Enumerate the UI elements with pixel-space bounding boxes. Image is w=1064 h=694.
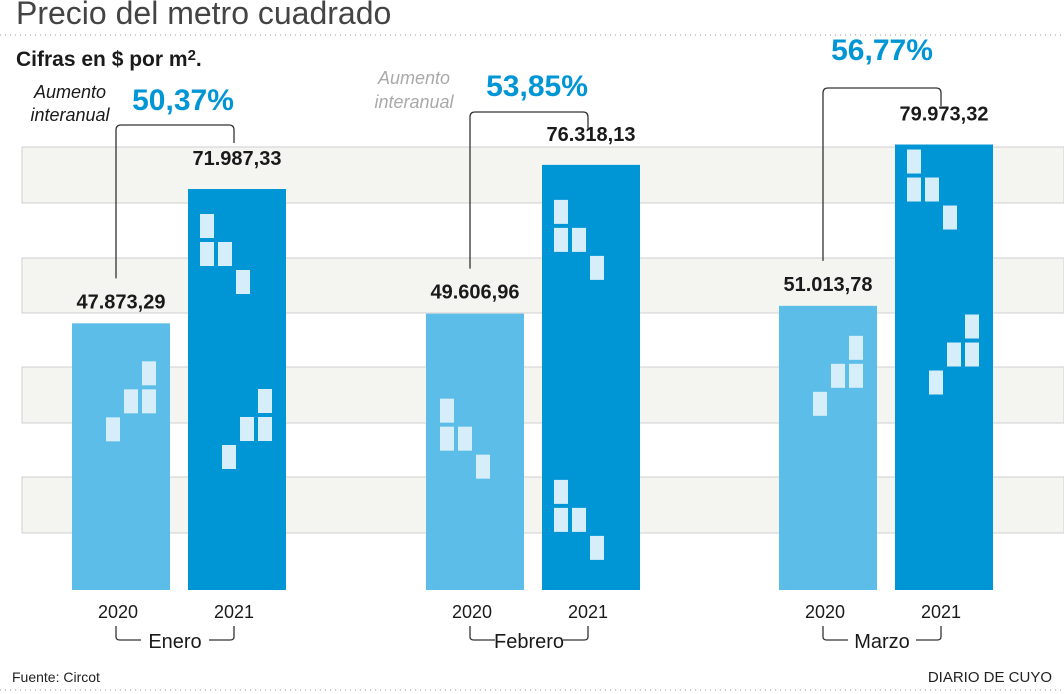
x-tick-label: 2021 bbox=[921, 602, 961, 622]
decorative-square bbox=[106, 417, 120, 442]
decorative-square bbox=[142, 361, 156, 386]
x-tick-label: 2020 bbox=[805, 602, 845, 622]
decorative-square bbox=[458, 426, 472, 451]
brand-label: DIARIO DE CUYO bbox=[928, 669, 1052, 686]
category-label: Enero bbox=[148, 631, 201, 653]
decorative-square bbox=[476, 454, 490, 479]
month-bracket bbox=[822, 626, 942, 641]
category-label: Marzo bbox=[854, 631, 910, 653]
decorative-square bbox=[222, 445, 236, 469]
decorative-square bbox=[142, 389, 156, 414]
value-label-2020: 47.873,29 bbox=[77, 291, 166, 313]
increase-percent-label: 53,85% bbox=[486, 70, 588, 103]
increase-bracket bbox=[115, 124, 235, 279]
decorative-square bbox=[907, 149, 921, 174]
annotation-label: interanual bbox=[30, 105, 110, 125]
decorative-square bbox=[947, 342, 961, 367]
decorative-square bbox=[236, 270, 250, 294]
decorative-square bbox=[590, 255, 604, 280]
annotation-label: Aumento bbox=[377, 68, 450, 88]
decorative-square bbox=[124, 389, 138, 414]
decorative-square bbox=[572, 507, 586, 532]
decorative-square bbox=[200, 242, 214, 266]
chart-title: Precio del metro cuadrado bbox=[16, 0, 391, 31]
source-note: Fuente: Circot bbox=[12, 669, 100, 685]
decorative-square bbox=[440, 426, 454, 451]
category-label: Febrero bbox=[494, 631, 564, 653]
decorative-square bbox=[200, 214, 214, 238]
month-bracket bbox=[469, 626, 589, 641]
increase-percent-label: 56,77% bbox=[831, 34, 933, 67]
increase-percent-label: 50,37% bbox=[132, 84, 234, 117]
value-label-2021: 79.973,32 bbox=[900, 104, 989, 126]
decorative-square bbox=[925, 177, 939, 202]
decorative-square bbox=[554, 199, 568, 224]
decorative-square bbox=[258, 389, 272, 413]
decorative-square bbox=[943, 205, 957, 230]
decorative-square bbox=[554, 479, 568, 504]
month-bracket bbox=[115, 626, 235, 641]
decorative-square bbox=[929, 370, 943, 395]
decorative-square bbox=[813, 391, 827, 416]
decorative-square bbox=[849, 363, 863, 388]
annotation-label: interanual bbox=[374, 92, 454, 112]
x-tick-label: 2021 bbox=[568, 602, 608, 622]
x-tick-label: 2021 bbox=[214, 602, 254, 622]
decorative-square bbox=[240, 417, 254, 441]
increase-bracket bbox=[469, 111, 589, 269]
decorative-square bbox=[218, 242, 232, 266]
bar-2020-febrero bbox=[426, 313, 524, 590]
decorative-square bbox=[258, 417, 272, 441]
x-tick-label: 2020 bbox=[452, 602, 492, 622]
increase-bracket bbox=[822, 87, 942, 261]
x-tick-label: 2020 bbox=[98, 602, 138, 622]
decorative-square bbox=[907, 177, 921, 202]
decorative-square bbox=[554, 507, 568, 532]
decorative-square bbox=[965, 342, 979, 367]
decorative-square bbox=[572, 227, 586, 252]
decorative-square bbox=[590, 535, 604, 560]
annotation-label: Aumento bbox=[33, 82, 106, 102]
decorative-square bbox=[831, 363, 845, 388]
decorative-square bbox=[440, 398, 454, 423]
decorative-square bbox=[965, 314, 979, 339]
value-label-2021: 71.987,33 bbox=[193, 148, 282, 170]
decorative-square bbox=[554, 227, 568, 252]
decorative-square bbox=[849, 335, 863, 360]
value-label-2021: 76.318,13 bbox=[547, 124, 636, 146]
chart-subtitle: Cifras en $ por m2. bbox=[16, 47, 202, 71]
value-label-2020: 51.013,78 bbox=[784, 274, 873, 296]
value-label-2020: 49.606,96 bbox=[431, 282, 520, 304]
